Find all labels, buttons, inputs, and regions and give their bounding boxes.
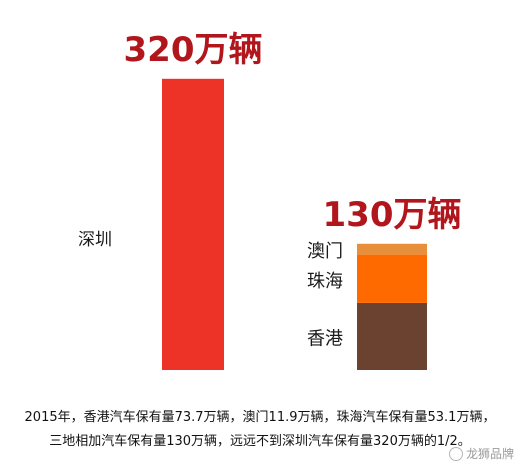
total-label-1: 130万辆 (323, 195, 462, 235)
bar-segment-1-1 (357, 254, 427, 303)
bars-group (162, 78, 427, 371)
caption-line-2: 三地相加汽车保有量130万辆，远远不到深圳汽车保有量320万辆的1/2。 (49, 434, 471, 449)
total-label-0: 320万辆 (124, 30, 263, 70)
bar-segment-1-0 (357, 302, 427, 370)
category-label-1-2: 澳门 (307, 241, 343, 262)
category-label-0-0: 深圳 (78, 230, 112, 250)
watermark: 龙狮品牌 (448, 445, 514, 462)
bar-segment-0-0 (162, 78, 224, 371)
caption: 2015年，香港汽车保有量73.7万辆，澳门11.9万辆，珠海汽车保有量53.1… (0, 406, 520, 454)
bar-segment-1-2 (357, 243, 427, 255)
category-label-1-1: 珠海 (307, 271, 343, 292)
wechat-icon (448, 446, 463, 461)
watermark-text: 龙狮品牌 (465, 447, 514, 461)
category-label-1-0: 香港 (307, 328, 343, 349)
caption-line-1: 2015年，香港汽车保有量73.7万辆，澳门11.9万辆，珠海汽车保有量53.1… (24, 410, 496, 425)
